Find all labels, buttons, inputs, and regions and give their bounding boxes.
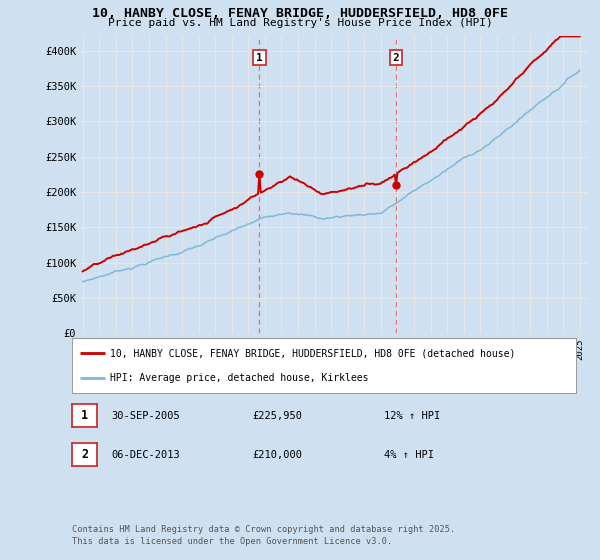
Text: 4% ↑ HPI: 4% ↑ HPI bbox=[384, 450, 434, 460]
Text: 1: 1 bbox=[256, 53, 263, 63]
Text: Price paid vs. HM Land Registry's House Price Index (HPI): Price paid vs. HM Land Registry's House … bbox=[107, 18, 493, 29]
Text: HPI: Average price, detached house, Kirklees: HPI: Average price, detached house, Kirk… bbox=[110, 374, 368, 383]
Text: £210,000: £210,000 bbox=[252, 450, 302, 460]
Text: 1: 1 bbox=[81, 409, 88, 422]
Text: 10, HANBY CLOSE, FENAY BRIDGE, HUDDERSFIELD, HD8 0FE: 10, HANBY CLOSE, FENAY BRIDGE, HUDDERSFI… bbox=[92, 7, 508, 20]
Text: 2: 2 bbox=[81, 448, 88, 461]
Text: 12% ↑ HPI: 12% ↑ HPI bbox=[384, 410, 440, 421]
Text: 2: 2 bbox=[393, 53, 400, 63]
Text: 30-SEP-2005: 30-SEP-2005 bbox=[111, 410, 180, 421]
Text: 06-DEC-2013: 06-DEC-2013 bbox=[111, 450, 180, 460]
Text: 10, HANBY CLOSE, FENAY BRIDGE, HUDDERSFIELD, HD8 0FE (detached house): 10, HANBY CLOSE, FENAY BRIDGE, HUDDERSFI… bbox=[110, 348, 515, 358]
Text: Contains HM Land Registry data © Crown copyright and database right 2025.
This d: Contains HM Land Registry data © Crown c… bbox=[72, 525, 455, 546]
Text: £225,950: £225,950 bbox=[252, 410, 302, 421]
